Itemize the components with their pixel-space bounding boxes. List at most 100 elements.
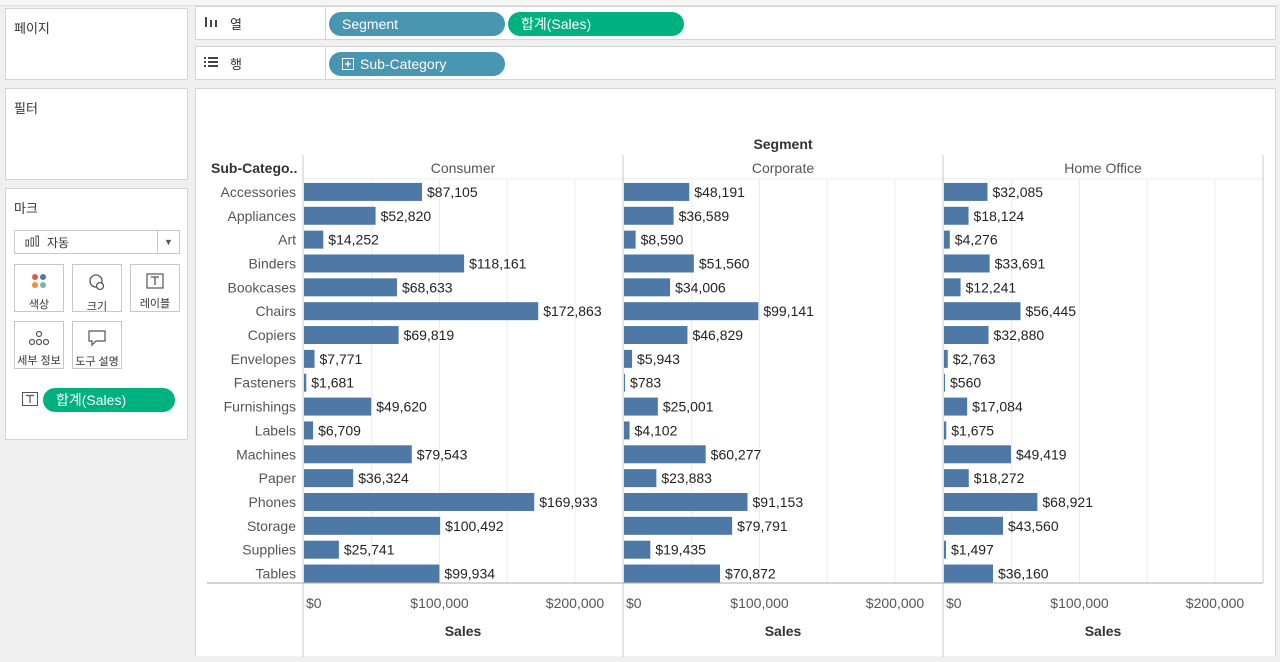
filters-card[interactable]: 필터 [5, 88, 188, 180]
bar[interactable] [944, 206, 969, 225]
data-label: $12,241 [966, 279, 1017, 295]
bar[interactable] [304, 397, 372, 416]
bar[interactable] [304, 564, 440, 583]
bar[interactable] [944, 302, 1021, 321]
detail-button[interactable]: 세부 정보 [14, 321, 64, 369]
data-label: $68,633 [402, 279, 453, 295]
data-label: $60,277 [711, 446, 762, 462]
category-label[interactable]: Supplies [242, 542, 296, 558]
sub-category-pill[interactable]: Sub-Category [329, 52, 505, 76]
bar[interactable] [304, 302, 539, 321]
category-label[interactable]: Fasteners [234, 375, 296, 391]
bar[interactable] [624, 230, 636, 249]
bar[interactable] [624, 254, 694, 273]
bar[interactable] [304, 540, 339, 559]
bar[interactable] [304, 373, 307, 392]
bar[interactable] [944, 278, 961, 297]
bar[interactable] [624, 540, 651, 559]
bar[interactable] [304, 230, 324, 249]
data-label: $8,590 [641, 232, 684, 248]
sum-sales-pill[interactable]: 합계(Sales) [508, 12, 684, 36]
category-label[interactable]: Paper [259, 470, 297, 486]
bar[interactable] [944, 540, 947, 559]
bar[interactable] [944, 182, 988, 201]
category-label[interactable]: Machines [236, 446, 296, 462]
category-label[interactable]: Labels [255, 422, 296, 438]
tooltip-label: 도구 설명 [75, 356, 119, 368]
mark-type-dropdown[interactable]: 자동 ▼ [14, 230, 180, 254]
category-label[interactable]: Bookcases [228, 279, 296, 295]
segment-header-home-office[interactable]: Home Office [1064, 160, 1142, 176]
rows-shelf: 행 Sub-Category [195, 46, 1276, 80]
bar[interactable] [944, 326, 989, 345]
bar[interactable] [624, 373, 626, 392]
bar[interactable] [304, 516, 441, 535]
segment-pill[interactable]: Segment [329, 12, 505, 36]
data-label: $43,560 [1008, 518, 1059, 534]
bar[interactable] [944, 492, 1038, 511]
bar[interactable] [304, 469, 354, 488]
category-label[interactable]: Appliances [228, 208, 297, 224]
bar[interactable] [624, 492, 748, 511]
bar[interactable] [624, 469, 657, 488]
data-label: $69,819 [404, 327, 455, 343]
top-toolbar-strip [0, 0, 1280, 6]
pages-card[interactable]: 페이지 [5, 8, 188, 80]
data-label: $4,276 [955, 232, 998, 248]
bar[interactable] [944, 516, 1004, 535]
bar[interactable] [944, 421, 947, 440]
category-label[interactable]: Art [278, 232, 296, 248]
segment-header-corporate[interactable]: Corporate [752, 160, 814, 176]
bar[interactable] [944, 397, 968, 416]
category-label[interactable]: Tables [256, 566, 296, 582]
label-sales-pill[interactable]: 합계(Sales) [43, 388, 175, 412]
bar[interactable] [624, 349, 633, 368]
data-label: $49,620 [376, 399, 427, 415]
bar[interactable] [304, 492, 535, 511]
bar[interactable] [944, 564, 993, 583]
size-button[interactable]: 크기 [72, 264, 122, 313]
bar[interactable] [304, 278, 397, 297]
category-label[interactable]: Storage [247, 518, 296, 534]
bar[interactable] [304, 421, 314, 440]
bar[interactable] [944, 230, 950, 249]
bar[interactable] [304, 349, 315, 368]
bar[interactable] [304, 254, 465, 273]
bar[interactable] [944, 445, 1011, 464]
data-label: $169,933 [539, 494, 598, 510]
bar[interactable] [304, 326, 399, 345]
bar[interactable] [624, 421, 630, 440]
data-label: $5,943 [637, 351, 680, 367]
bar[interactable] [944, 373, 945, 392]
bar[interactable] [944, 349, 948, 368]
bar[interactable] [624, 302, 759, 321]
color-button[interactable]: 색상 [14, 264, 64, 312]
chevron-down-icon[interactable]: ▼ [157, 231, 179, 253]
label-button[interactable]: 레이블 [130, 264, 180, 312]
bar[interactable] [304, 445, 412, 464]
bar[interactable] [624, 326, 688, 345]
bar[interactable] [304, 182, 423, 201]
bar[interactable] [624, 278, 671, 297]
bar[interactable] [624, 445, 706, 464]
category-label[interactable]: Binders [249, 255, 296, 271]
category-label[interactable]: Phones [249, 494, 296, 510]
bar[interactable] [624, 206, 674, 225]
data-label: $33,691 [995, 255, 1046, 271]
category-label[interactable]: Envelopes [231, 351, 296, 367]
tooltip-icon [87, 329, 107, 347]
category-label[interactable]: Furnishings [224, 399, 296, 415]
category-label[interactable]: Accessories [221, 184, 296, 200]
bar[interactable] [944, 469, 969, 488]
sub-category-row-header[interactable]: Sub-Catego.. [211, 160, 297, 176]
category-label[interactable]: Copiers [248, 327, 296, 343]
bar[interactable] [624, 564, 721, 583]
bar[interactable] [624, 516, 733, 535]
bar[interactable] [624, 397, 658, 416]
bar[interactable] [304, 206, 376, 225]
category-label[interactable]: Chairs [256, 303, 296, 319]
bar[interactable] [944, 254, 990, 273]
segment-header-consumer[interactable]: Consumer [431, 160, 496, 176]
tooltip-button[interactable]: 도구 설명 [72, 321, 122, 369]
bar[interactable] [624, 182, 690, 201]
